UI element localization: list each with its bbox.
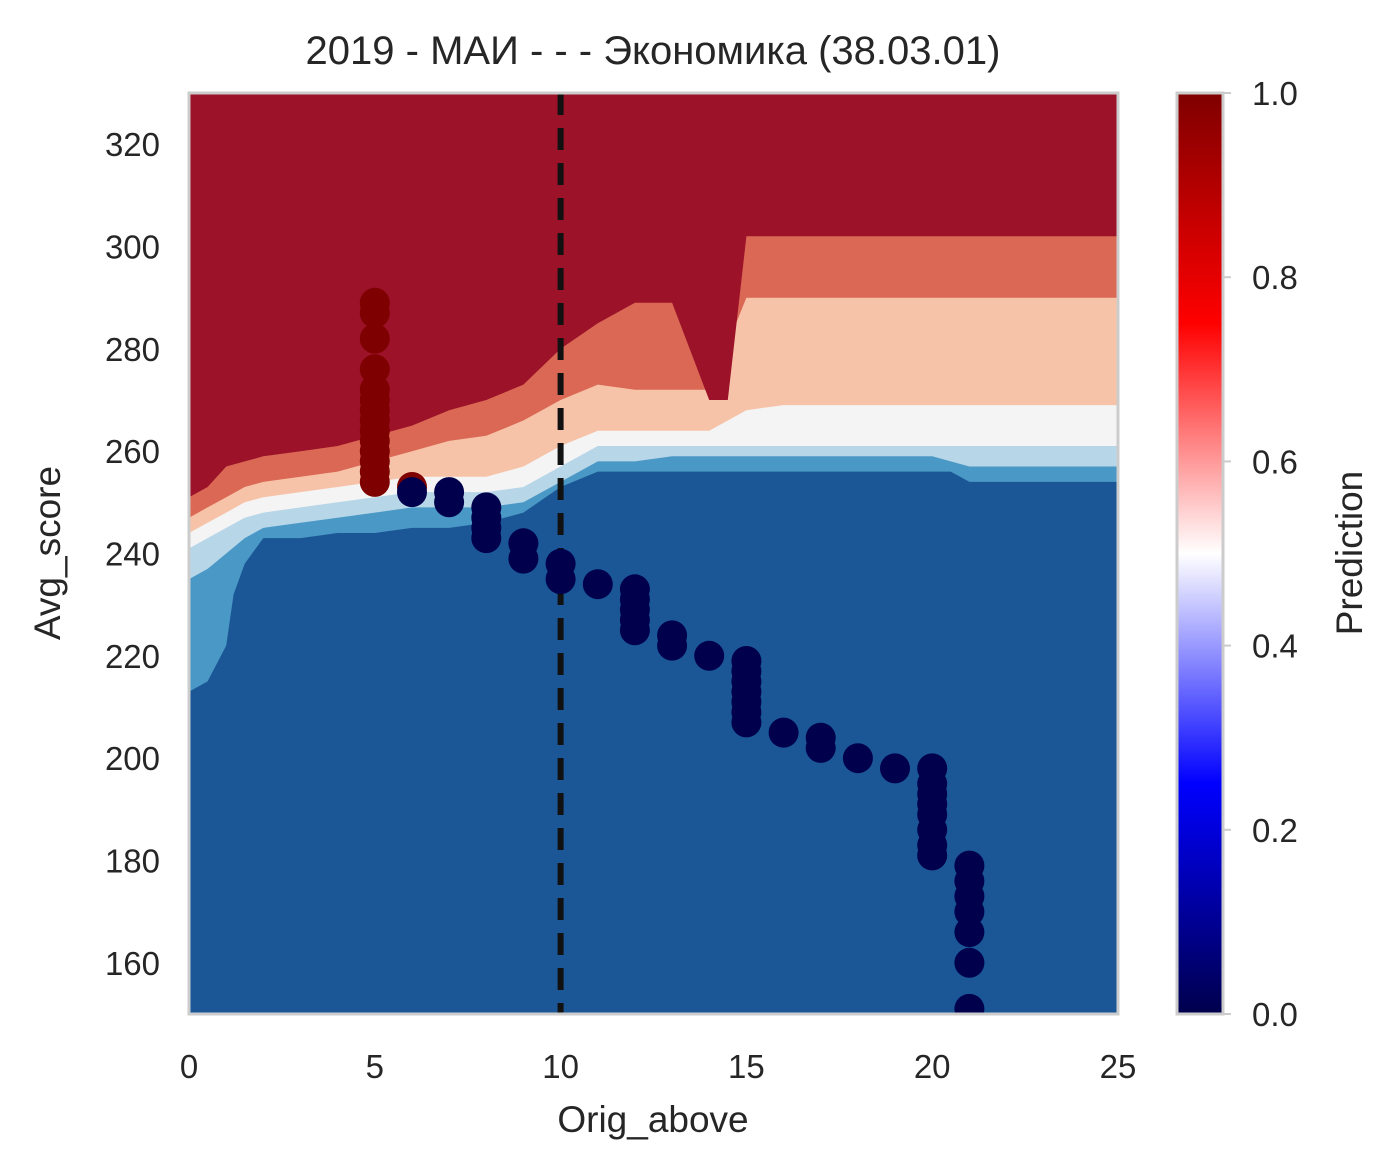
colorbar-tick-label: 0.6	[1252, 443, 1298, 480]
y-tick-label: 320	[105, 126, 160, 163]
colorbar-tick-label: 1.0	[1252, 75, 1298, 112]
y-tick-label: 260	[105, 433, 160, 470]
y-axis-title: Avg_score	[27, 466, 68, 640]
y-axis-ticks: 160 180 200 220 240 260 280 300 320	[105, 126, 160, 982]
scatter-point	[954, 850, 985, 881]
scatter-point	[359, 354, 390, 385]
contour-band-6	[189, 93, 1118, 498]
y-tick-label: 160	[105, 945, 160, 982]
scatter-point	[508, 528, 539, 559]
scatter-point	[805, 722, 836, 753]
scatter-point	[619, 574, 650, 605]
y-tick-label: 180	[105, 843, 160, 880]
x-tick-label: 0	[180, 1048, 198, 1085]
colorbar-ticks: 0.0 0.2 0.4 0.6 0.8 1.0	[1223, 75, 1298, 1033]
x-tick-label: 25	[1100, 1048, 1137, 1085]
scatter-point	[954, 993, 985, 1014]
scatter-point	[954, 947, 985, 978]
scatter-point	[731, 646, 762, 676]
y-tick-label: 280	[105, 331, 160, 368]
colorbar-label: Prediction	[1329, 471, 1370, 636]
scatter-point	[359, 323, 390, 354]
chart-title: 2019 - МАИ - - - Экономика (38.03.01)	[306, 29, 1001, 73]
scatter-point	[545, 548, 576, 579]
y-tick-label: 220	[105, 638, 160, 675]
scatter-point	[917, 753, 948, 784]
scatter-point	[359, 374, 390, 405]
y-tick-label: 300	[105, 229, 160, 266]
x-tick-label: 10	[542, 1048, 579, 1085]
colorbar-tick-label: 0.2	[1252, 812, 1298, 849]
x-tick-label: 20	[914, 1048, 951, 1085]
scatter-point	[768, 717, 799, 748]
scatter-point	[842, 743, 873, 774]
x-axis-title: Orig_above	[557, 1099, 748, 1140]
scatter-point	[471, 492, 502, 523]
y-tick-label: 240	[105, 536, 160, 573]
scatter-point	[582, 569, 613, 600]
colorbar-tick-label: 0.0	[1252, 996, 1298, 1033]
points-layer	[359, 287, 985, 1014]
scatter-point	[434, 477, 465, 508]
x-tick-label: 15	[728, 1048, 765, 1085]
colorbar-tick-label: 0.8	[1252, 259, 1298, 296]
y-tick-label: 200	[105, 740, 160, 777]
scatter-point	[694, 640, 725, 671]
plot-frame	[187, 91, 1120, 1016]
scatter-point	[657, 620, 688, 651]
scatter-point	[880, 753, 910, 784]
colorbar	[1175, 91, 1225, 1016]
contour-layer	[189, 93, 1118, 1014]
x-tick-label: 5	[366, 1048, 384, 1085]
scatter-point	[397, 477, 427, 508]
colorbar-tick-label: 0.4	[1252, 628, 1298, 665]
scatter-point	[359, 287, 390, 318]
x-axis-ticks: 0 5 10 15 20 25	[180, 1048, 1137, 1085]
